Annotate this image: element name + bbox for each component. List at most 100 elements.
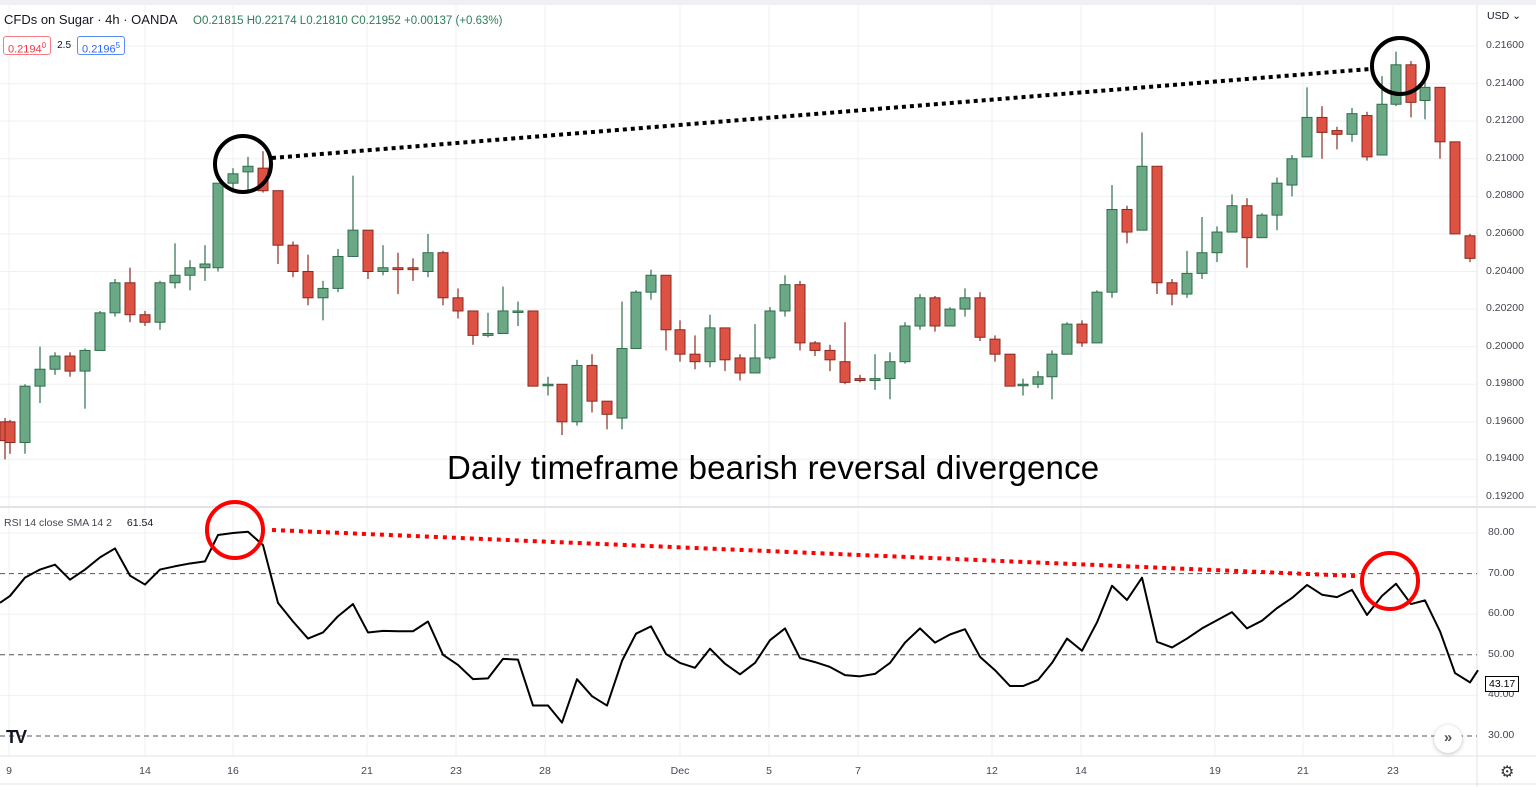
candle-body (1181, 272, 1193, 295)
price-highlight-circle (213, 134, 273, 194)
candle-body (824, 349, 836, 361)
candle-body (317, 287, 329, 299)
candle-body (377, 267, 389, 273)
rsi-tick-label: 50.00 (1488, 647, 1515, 660)
candle-body (184, 267, 196, 276)
candle-body (1361, 115, 1373, 158)
rsi-tick-label: 30.00 (1488, 729, 1515, 741)
rsi-tick-label: 60.00 (1488, 607, 1515, 620)
candle-body (482, 333, 494, 336)
candle-body (719, 327, 731, 361)
currency-selector[interactable]: USD ⌄ (1487, 10, 1521, 22)
candle-body (302, 271, 314, 299)
ohlc-values: O0.21815 H0.22174 L0.21810 C0.21952 +0.0… (193, 15, 503, 27)
buy-button[interactable]: 0.21965 (77, 36, 126, 56)
candle-body (169, 274, 181, 284)
candle-body (1286, 158, 1298, 186)
candle-body (124, 282, 136, 316)
rsi-divergence-line (271, 528, 1356, 578)
time-tick-label: 28 (539, 765, 551, 777)
candle-body (1076, 323, 1088, 344)
price-tick-label: 0.21000 (1486, 151, 1524, 164)
candle-body (1061, 323, 1073, 355)
price-tick-label: 0.20600 (1486, 226, 1524, 239)
candle-body (1106, 208, 1118, 293)
candle-body (854, 378, 866, 381)
candle-body (1017, 383, 1029, 387)
symbol-title[interactable]: CFDs on Sugar · 4h · OANDA (4, 12, 178, 27)
candle-body (79, 349, 91, 372)
candle-body (1316, 116, 1328, 133)
candle-body (839, 361, 851, 383)
candle-body (19, 385, 31, 444)
candle-body (154, 282, 166, 323)
time-tick-label: 7 (855, 765, 861, 777)
candle-body (914, 297, 926, 327)
candle-body (497, 310, 509, 335)
tv-logo-icon: TV (6, 727, 27, 747)
candle-body (109, 282, 121, 314)
candle-body (512, 310, 524, 313)
candle-body (1464, 235, 1476, 259)
candle-body (1046, 353, 1058, 378)
candle-body (794, 284, 806, 344)
candle-body (1256, 214, 1268, 239)
candle-body (227, 173, 239, 184)
rsi-label[interactable]: RSI 14 close SMA 14 2 (4, 517, 112, 529)
time-tick-label: 16 (227, 765, 239, 777)
rsi-highlight-circle (1360, 551, 1420, 611)
candle-body (407, 267, 419, 271)
candle-body (674, 329, 686, 355)
time-tick-label: 14 (1075, 765, 1087, 777)
candle-body (630, 291, 642, 350)
candle-body (586, 364, 598, 402)
candle-body (959, 297, 971, 310)
candle-body (869, 378, 881, 381)
sell-price-pip: 0 (41, 41, 47, 50)
candle-body (1196, 252, 1208, 274)
rsi-line (0, 530, 1479, 724)
time-tick-label: 14 (139, 765, 151, 777)
candle-body (884, 361, 896, 380)
candle-body (571, 364, 583, 423)
candle-body (1419, 86, 1431, 101)
candle-body (601, 400, 613, 415)
tradingview-logo[interactable]: TV (6, 727, 27, 748)
rsi-value: 61.54 (126, 517, 154, 529)
candle-body (779, 284, 791, 312)
candle-body (1091, 291, 1103, 344)
candle-body (287, 244, 299, 272)
gear-icon: ⚙ (1500, 764, 1515, 781)
price-highlight-circle (1370, 36, 1430, 96)
price-tick-label: 0.21400 (1486, 76, 1524, 89)
price-tick-label: 0.21200 (1486, 114, 1524, 127)
price-tick-label: 0.19600 (1486, 414, 1524, 427)
price-tick-label: 0.20200 (1486, 302, 1524, 315)
candle-body (1376, 103, 1388, 156)
rsi-highlight-circle (205, 500, 265, 560)
candle-body (362, 229, 374, 273)
annotation-text: Daily timeframe bearish reversal diverge… (447, 449, 1100, 486)
settings-button[interactable]: ⚙ (1500, 762, 1514, 782)
scroll-to-realtime-button[interactable]: » (1434, 725, 1462, 753)
sell-price: 0.2194 (8, 43, 42, 56)
time-tick-label: 23 (1387, 765, 1399, 777)
candle-body (527, 310, 539, 387)
candle-body (242, 165, 254, 173)
candle-body (1434, 86, 1446, 143)
candle-body (764, 310, 776, 359)
time-tick-label: 21 (1297, 765, 1309, 777)
time-tick-label: 23 (450, 765, 462, 777)
spread-value: 2.5 (57, 40, 72, 51)
candle-body (899, 325, 911, 363)
candle-body (689, 353, 701, 363)
buy-price-pip: 5 (115, 41, 121, 50)
candle-body (1136, 165, 1148, 231)
candle-body (272, 190, 284, 246)
price-tick-label: 0.21600 (1486, 39, 1524, 51)
candle-body (974, 297, 986, 338)
sell-button[interactable]: 0.21940 (3, 36, 52, 56)
price-tick-label: 0.19800 (1486, 377, 1524, 390)
candle-body (1405, 64, 1417, 103)
